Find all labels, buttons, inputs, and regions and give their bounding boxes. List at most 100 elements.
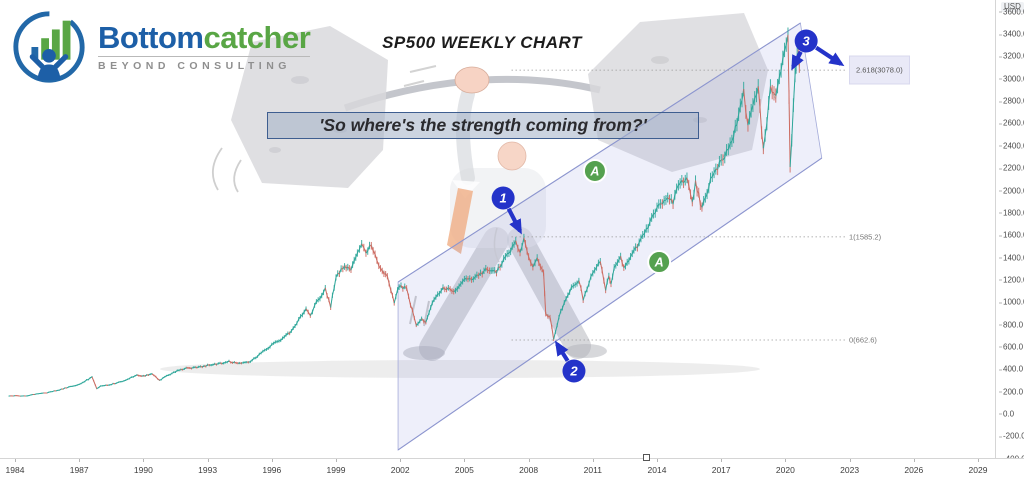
price-series — [8, 27, 800, 397]
price-tick-label: 1200.0 — [999, 275, 1024, 284]
year-tick-label: 1993 — [198, 465, 218, 475]
price-scale[interactable]: USD 3600.0 3400.0 3200.0 3000.0 2800.0 2600.0… — [995, 0, 1024, 482]
motion-line — [212, 147, 223, 191]
candle-segment — [788, 96, 791, 167]
motion-line — [409, 65, 437, 73]
year-tick-mark — [207, 459, 209, 462]
year-tick-mark — [528, 459, 530, 462]
cartoon-head — [497, 141, 527, 171]
chart-title: SP500 WEEKLY CHART — [382, 33, 582, 52]
year-tick-mark — [143, 459, 145, 462]
cartoon-stone-left — [231, 26, 388, 188]
year-tick-label: 2011 — [583, 465, 602, 475]
channel-badge-circle[interactable] — [647, 250, 672, 275]
year-tick-mark — [913, 459, 915, 462]
year-tick-label: 2023 — [840, 465, 860, 475]
motion-line — [403, 80, 425, 87]
channel-badge-circle[interactable] — [582, 158, 607, 183]
year-tick-label: 2017 — [711, 465, 731, 475]
cartoon-right-foot — [565, 344, 607, 358]
cartoon-tie — [447, 188, 473, 254]
price-tick-label: 2200.0 — [999, 164, 1024, 173]
brand-tagline: BEYOND CONSULTING — [98, 55, 311, 72]
year-tick-mark — [978, 459, 979, 462]
year-tick-label: 1990 — [133, 465, 153, 475]
wave-marker-circle[interactable] — [794, 29, 818, 53]
price-tick-label: 600.0 — [999, 342, 1023, 351]
year-tick-mark — [336, 459, 337, 462]
year-tick-mark — [721, 459, 723, 462]
price-tick-label: 200.0 — [999, 387, 1023, 396]
price-tick-label: 1400.0 — [999, 253, 1024, 262]
year-tick-label: 2029 — [968, 465, 988, 475]
price-tick-label: -200.0 — [999, 432, 1024, 441]
candle-segment — [787, 34, 790, 97]
year-tick-label: 2008 — [519, 465, 539, 475]
candle-segment — [551, 326, 555, 340]
year-tick-label: 2026 — [904, 465, 924, 475]
brand-name-primary: Bottom — [98, 19, 204, 55]
wave-arrow[interactable] — [791, 50, 804, 71]
price-tick-label: 0.0 — [999, 410, 1014, 419]
drawing-anchor-marker[interactable] — [643, 454, 650, 461]
parallel-channel-drawing[interactable] — [397, 22, 823, 451]
candle-segment — [94, 384, 98, 389]
motion-line — [409, 295, 417, 325]
brand-logo: Bottomcatcher BEYOND CONSULTING — [10, 8, 311, 86]
price-tick-label: 3000.0 — [999, 74, 1024, 83]
year-tick-mark — [464, 459, 466, 462]
wave-marker-circle[interactable] — [491, 186, 515, 210]
channel-lower-line[interactable] — [397, 157, 823, 451]
logo-icon — [13, 11, 85, 83]
quote-text: 'So where's the strength coming from?' — [319, 115, 647, 135]
quote-callout: 'So where's the strength coming from?' — [267, 112, 699, 139]
annotation-markers[interactable]: 1 2 3 A A — [491, 29, 845, 383]
year-tick-mark — [79, 459, 81, 462]
wave-arrow[interactable] — [554, 340, 570, 362]
year-tick-mark — [657, 459, 658, 462]
price-tick-label: 2400.0 — [999, 141, 1024, 150]
price-tick-label: 1800.0 — [999, 208, 1024, 217]
stone-speckle — [269, 147, 281, 153]
year-tick-mark — [400, 459, 402, 462]
channel-upper-line[interactable] — [397, 22, 801, 283]
price-tick-label: 2600.0 — [999, 119, 1024, 128]
year-tick-label: 1984 — [5, 465, 25, 475]
stone-speckle — [651, 56, 669, 64]
candle-segment — [544, 293, 547, 315]
fib-level-label: 0(662.6) — [849, 335, 877, 345]
price-tick-label: 3600.0 — [999, 7, 1024, 16]
wave-arrow[interactable] — [506, 207, 522, 235]
year-tick-mark — [592, 459, 594, 462]
year-tick-label: 1987 — [69, 465, 89, 475]
price-tick-label: 2000.0 — [999, 186, 1024, 195]
brand-name: Bottomcatcher — [98, 19, 311, 55]
brand-name-secondary: catcher — [203, 19, 311, 55]
cartoon-right-leg — [507, 227, 591, 359]
wave-marker-circle[interactable] — [562, 359, 586, 383]
wave-marker-label: 3 — [803, 34, 811, 49]
fib-level-label: 2.618(3078.0) — [849, 55, 910, 85]
fib-level-label: 1(1585.2) — [849, 232, 882, 242]
channel-badge-label: A — [589, 164, 599, 178]
year-tick-label: 2020 — [775, 465, 795, 475]
cartoon-collar — [452, 180, 480, 198]
price-tick-label: 2800.0 — [999, 97, 1024, 106]
candle-segment — [543, 272, 546, 294]
motion-line — [493, 227, 500, 263]
cartoon-shadow — [160, 360, 760, 378]
wave-marker-label: 2 — [569, 363, 578, 378]
time-scale[interactable]: 1984 1987 1990 1993 1996 1999 2002 2005 2008 2011… — [0, 458, 1024, 482]
year-tick-label: 2002 — [390, 465, 410, 475]
year-tick-label: 2014 — [647, 465, 667, 475]
motion-line — [233, 159, 242, 193]
year-tick-mark — [785, 459, 787, 462]
year-tick-label: 2005 — [454, 465, 474, 475]
cartoon-left-foot — [403, 346, 445, 360]
currency-label: USD — [1001, 2, 1024, 12]
wave-arrow[interactable] — [815, 45, 845, 67]
stone-speckle — [291, 76, 309, 84]
channel-badge-label: A — [654, 256, 664, 270]
